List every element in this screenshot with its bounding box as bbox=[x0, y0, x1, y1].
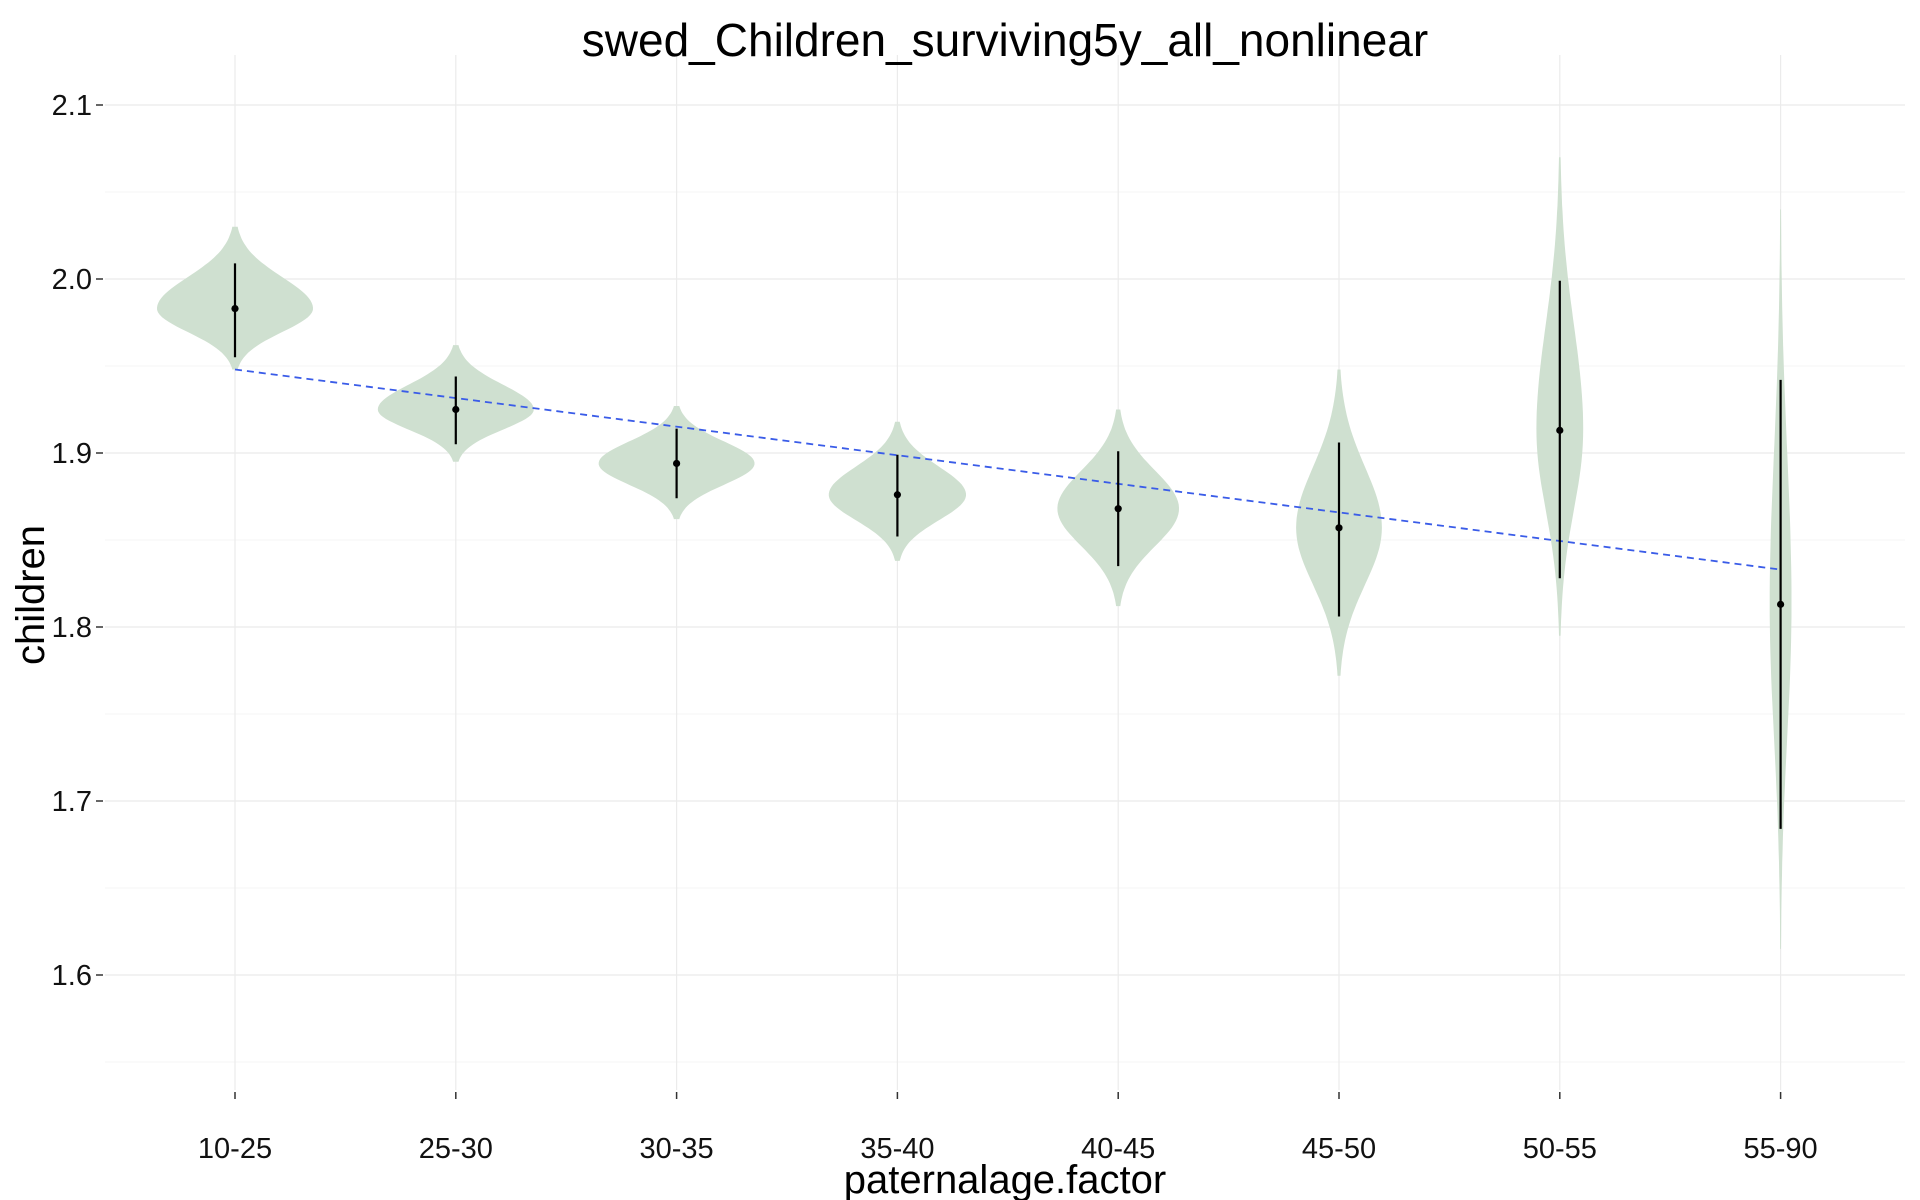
x-tick-label: 50-55 bbox=[1523, 1133, 1597, 1165]
chart-title: swed_Children_surviving5y_all_nonlinear bbox=[582, 14, 1428, 66]
point-30-35 bbox=[673, 459, 681, 468]
y-axis: 1.6 1.7 1.8 1.9 2.0 2.1 bbox=[52, 90, 103, 992]
point-25-30 bbox=[452, 405, 460, 414]
y-tick-label: 2.0 bbox=[52, 264, 92, 296]
trend-line-layer bbox=[234, 368, 1781, 571]
x-tick-label: 25-30 bbox=[419, 1133, 493, 1165]
y-tick-label: 2.1 bbox=[52, 90, 92, 122]
violins bbox=[157, 157, 1792, 949]
point-35-40 bbox=[893, 491, 902, 499]
trend-line bbox=[234, 368, 1781, 571]
y-tick-label: 1.7 bbox=[52, 786, 92, 818]
y-tick-label: 1.9 bbox=[52, 438, 92, 470]
y-axis-label: children bbox=[9, 525, 53, 665]
x-tick-label: 10-25 bbox=[198, 1133, 272, 1165]
grid bbox=[105, 55, 1905, 1090]
point-50-55 bbox=[1556, 426, 1564, 434]
point-55-90 bbox=[1777, 600, 1785, 608]
point-10-25 bbox=[231, 304, 239, 313]
point-45-50 bbox=[1335, 524, 1343, 532]
x-axis-label: paternalage.factor bbox=[844, 1158, 1166, 1200]
x-axis: 10-25 25-30 30-35 35-40 40-45 45-50 50-55 55-90 bbox=[198, 1092, 1818, 1165]
point-40-45 bbox=[1114, 505, 1122, 513]
x-tick-label: 40-45 bbox=[1081, 1133, 1155, 1165]
y-tick-label: 1.6 bbox=[52, 960, 92, 992]
x-tick-label: 35-40 bbox=[860, 1133, 934, 1165]
x-tick-label: 30-35 bbox=[640, 1133, 714, 1165]
x-tick-label: 45-50 bbox=[1302, 1133, 1376, 1165]
point-estimates bbox=[231, 304, 1785, 608]
x-tick-label: 55-90 bbox=[1744, 1133, 1818, 1165]
y-tick-label: 1.8 bbox=[52, 612, 92, 644]
